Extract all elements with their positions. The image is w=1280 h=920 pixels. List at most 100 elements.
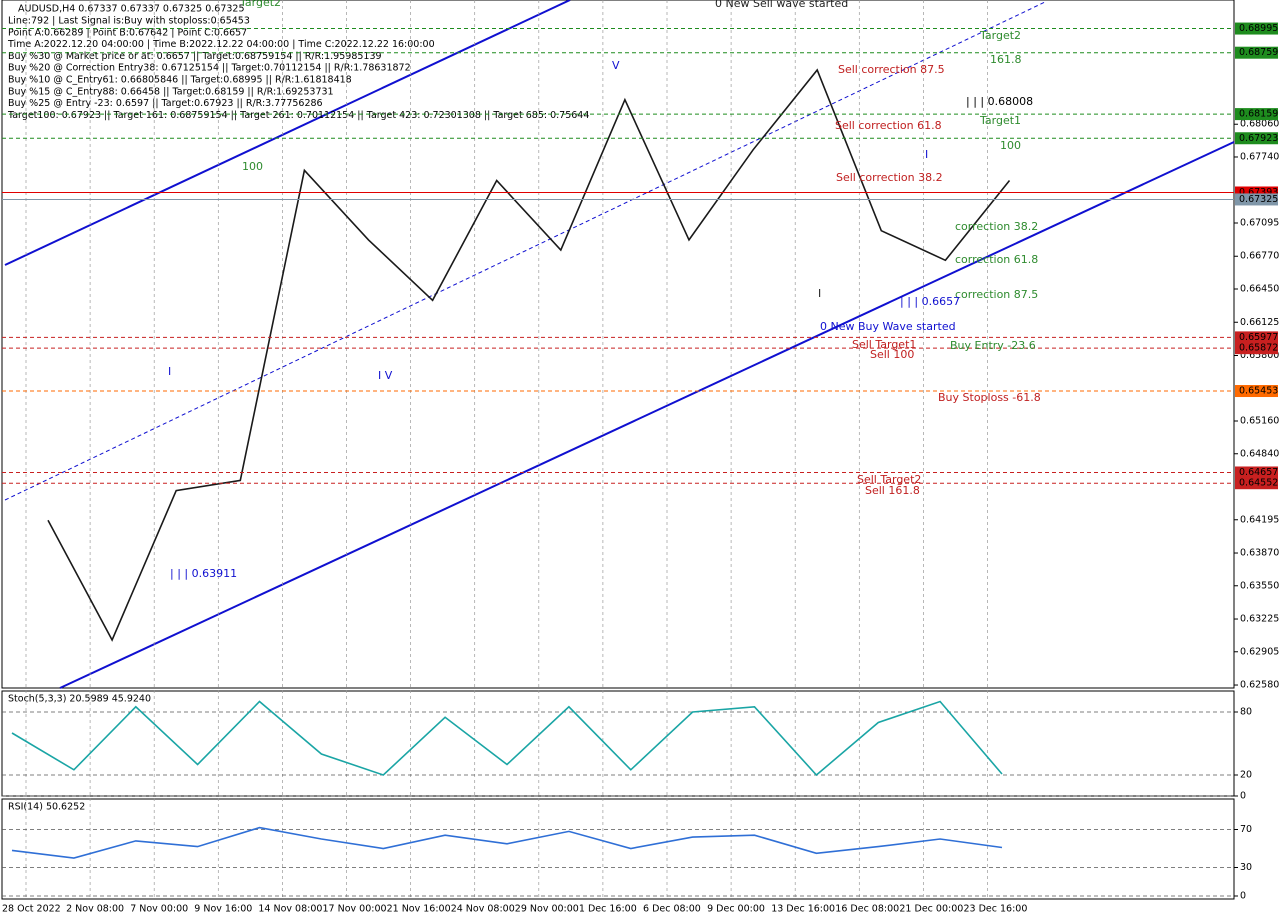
price-level-label: 0.67393 xyxy=(1239,187,1278,198)
chart-title: AUDUSD,H4 0.67337 0.67337 0.67325 0.6732… xyxy=(18,4,245,15)
annotation: correction 61.8 xyxy=(955,253,1038,266)
x-tick-label: 9 Dec 00:00 xyxy=(707,904,765,915)
annotation: Target2 xyxy=(979,29,1021,42)
annotation: 100 xyxy=(242,160,263,173)
info-line: Buy %15 @ C_Entry88: 0.66458 || Target:0… xyxy=(8,86,334,97)
x-tick-label: 13 Dec 16:00 xyxy=(771,904,835,915)
annotation: Buy Stoploss -61.8 xyxy=(938,391,1041,404)
y-tick-label: 0 xyxy=(1240,791,1246,802)
y-tick-label: 0.63870 xyxy=(1240,548,1279,559)
annotation: Target2 xyxy=(239,0,281,9)
x-tick-label: 16 Dec 08:00 xyxy=(835,904,899,915)
x-tick-label: 21 Dec 00:00 xyxy=(899,904,963,915)
annotation: V xyxy=(612,59,620,72)
y-tick-label: 0.64195 xyxy=(1240,514,1279,525)
rsi-title: RSI(14) 50.6252 xyxy=(8,802,85,813)
annotation: | | | 0.6657 xyxy=(900,295,960,308)
x-tick-label: 24 Nov 08:00 xyxy=(451,904,515,915)
annotation: 0 New Sell wave started xyxy=(715,0,848,10)
y-tick-label: 0.68060 xyxy=(1240,119,1279,130)
annotation: I xyxy=(925,148,928,161)
annotation: I xyxy=(818,287,821,300)
price-level-box xyxy=(1235,331,1278,344)
series-line xyxy=(11,700,1003,777)
y-tick-label: 0.66450 xyxy=(1240,283,1279,294)
price-level-label: 0.68759 xyxy=(1239,47,1278,58)
annotation: Sell Target1 xyxy=(852,338,916,351)
annotation: correction 38.2 xyxy=(955,220,1038,233)
annotation: 0 New Buy Wave started xyxy=(820,320,956,333)
annotation: Sell correction 38.2 xyxy=(836,171,943,184)
y-tick-label: 0.64840 xyxy=(1240,448,1279,459)
info-line: Buy %30 @ Market price or at: 0.6657 || … xyxy=(8,51,382,62)
y-tick-label: 0.63225 xyxy=(1240,614,1279,625)
y-tick-label: 0.65160 xyxy=(1240,416,1279,427)
price-level-label: 0.68159 xyxy=(1239,109,1278,120)
x-tick-label: 28 Oct 2022 xyxy=(2,904,61,915)
y-tick-label: 80 xyxy=(1240,707,1252,718)
price-level-label: 0.65453 xyxy=(1239,386,1278,397)
annotation: Sell 161.8 xyxy=(865,484,920,497)
channel-lower xyxy=(59,141,1235,689)
y-tick-label: 0.62580 xyxy=(1240,680,1279,691)
annotation: I xyxy=(168,365,171,378)
price-level-label: 0.65977 xyxy=(1239,332,1278,343)
info-line: Buy %20 @ Correction Entry38: 0.67125154… xyxy=(8,63,411,74)
annotation: 100 xyxy=(1000,139,1021,152)
x-tick-label: 6 Dec 08:00 xyxy=(643,904,701,915)
info-line: Buy %25 @ Entry -23: 0.6597 || Target:0.… xyxy=(8,98,323,109)
y-tick-label: 20 xyxy=(1240,770,1252,781)
y-tick-label: 0.66770 xyxy=(1240,251,1279,262)
annotation: 161.8 xyxy=(990,53,1022,66)
channel-mid xyxy=(4,1,1046,501)
y-tick-label: 0 xyxy=(1240,891,1246,902)
price-level-label: 0.68995 xyxy=(1239,23,1278,34)
price-level-label: 0.64552 xyxy=(1239,478,1278,489)
annotation: | | | 0.63911 xyxy=(170,567,237,580)
rsi-panel xyxy=(1,798,1235,900)
info-line: Point A:0.66289 | Point B:0.67642 | Poin… xyxy=(8,27,247,38)
price-level-box xyxy=(1235,132,1278,145)
x-tick-label: 23 Dec 16:00 xyxy=(964,904,1028,915)
annotation: Sell correction 87.5 xyxy=(838,63,945,76)
y-tick-label: 0.63550 xyxy=(1240,580,1279,591)
price-level-box xyxy=(1235,385,1278,398)
price-level-label: 0.67923 xyxy=(1239,133,1278,144)
channel-upper xyxy=(4,0,571,266)
x-tick-label: 14 Nov 08:00 xyxy=(258,904,322,915)
y-tick-label: 0.62905 xyxy=(1240,646,1279,657)
y-tick-label: 30 xyxy=(1240,862,1252,873)
x-tick-label: 9 Nov 16:00 xyxy=(194,904,252,915)
x-tick-label: 29 Nov 00:00 xyxy=(515,904,579,915)
price-level-box xyxy=(1235,477,1278,490)
annotation: Sell correction 61.8 xyxy=(835,119,942,132)
price-level-box xyxy=(1235,193,1278,206)
y-tick-label: 0.65800 xyxy=(1240,350,1279,361)
price-level-box xyxy=(1235,108,1278,121)
x-tick-label: 2 Nov 08:00 xyxy=(66,904,124,915)
series-line xyxy=(11,826,1003,859)
series-line xyxy=(47,68,1011,642)
y-tick-label: 0.66125 xyxy=(1240,317,1279,328)
stoch-panel xyxy=(1,690,1235,797)
price-level-label: 0.67325 xyxy=(1239,194,1278,205)
price-level-box xyxy=(1235,46,1278,59)
annotation: I V xyxy=(378,369,393,382)
annotation: Sell Target2 xyxy=(857,473,921,486)
annotation: | | | 0.68008 xyxy=(966,95,1033,108)
y-tick-label: 0.67095 xyxy=(1240,217,1279,228)
price-level-box xyxy=(1235,466,1278,479)
x-tick-label: 17 Nov 00:00 xyxy=(323,904,387,915)
price-level-label: 0.64657 xyxy=(1239,467,1278,478)
x-tick-label: 21 Nov 16:00 xyxy=(387,904,451,915)
info-line: Line:792 | Last Signal is:Buy with stopl… xyxy=(8,16,250,27)
price-level-label: 0.65872 xyxy=(1239,343,1278,354)
info-line: Time A:2022.12.20 04:00:00 | Time B:2022… xyxy=(7,39,435,50)
y-tick-label: 0.67740 xyxy=(1240,151,1279,162)
annotation: correction 87.5 xyxy=(955,288,1038,301)
y-tick-label: 70 xyxy=(1240,824,1252,835)
x-tick-label: 1 Dec 16:00 xyxy=(579,904,637,915)
annotation: Sell 100 xyxy=(870,348,914,361)
annotation: Target1 xyxy=(979,114,1021,127)
